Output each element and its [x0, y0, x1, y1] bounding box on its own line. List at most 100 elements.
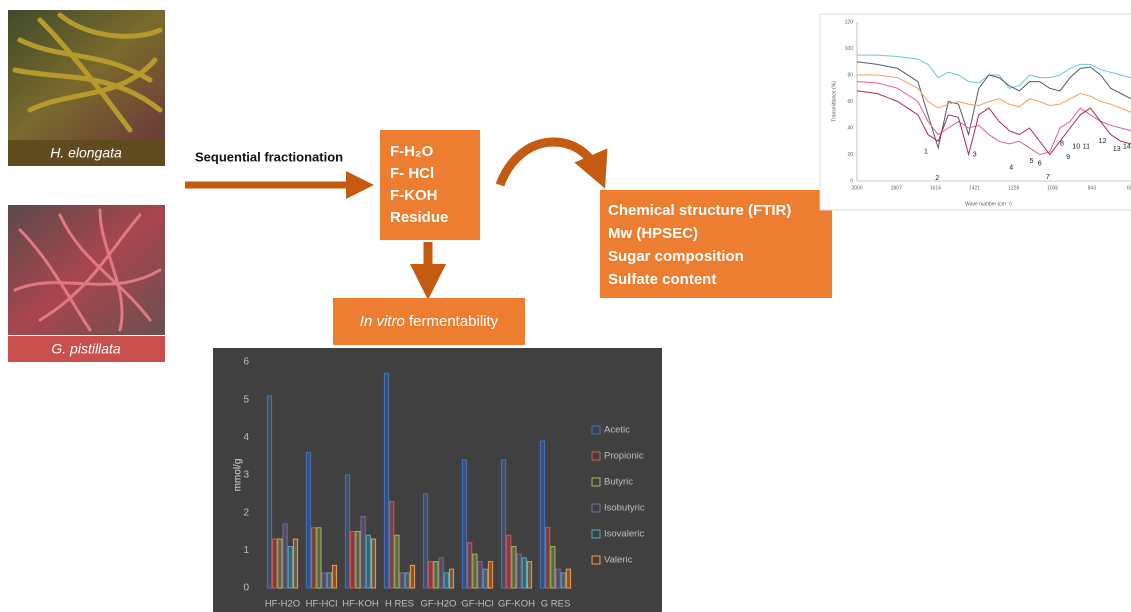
bar [517, 554, 521, 588]
x-tick-label: 843 [1088, 185, 1097, 191]
x-tick-label: 1036 [1047, 185, 1058, 191]
bar [473, 554, 477, 588]
bar [366, 535, 370, 588]
bar [449, 569, 453, 588]
bar [540, 441, 544, 588]
bar [522, 558, 526, 588]
legend-label: Butyric [604, 477, 633, 488]
y-axis-label: mmol/g [233, 459, 244, 492]
x-tick-label: 1228 [1008, 185, 1019, 191]
annotation: 11 [1083, 143, 1090, 150]
x-tick-label: G RES [541, 599, 571, 610]
bar [546, 528, 550, 588]
bar [551, 547, 555, 588]
process-label: Sequential fractionation [195, 149, 343, 164]
bar [527, 562, 531, 588]
bar [444, 573, 448, 588]
x-tick-label: 2000 [851, 185, 862, 191]
bar [423, 494, 427, 588]
sample-label: G. pistillata [51, 341, 120, 357]
annotation: 2 [935, 175, 939, 182]
bar [283, 524, 287, 588]
fraction: F-KOH [390, 187, 438, 204]
bar [356, 532, 360, 589]
bar [288, 547, 292, 588]
y-tick-label: 120 [845, 19, 854, 25]
y-tick-label: 20 [847, 152, 853, 158]
bar [439, 558, 443, 588]
bar [351, 532, 355, 589]
y-axis-label: Transmittance (%) [831, 81, 837, 122]
bar [317, 528, 321, 588]
bar [561, 573, 565, 588]
annotation: 1 [924, 149, 928, 156]
bar [361, 516, 365, 588]
annotation: 9 [1066, 154, 1070, 161]
bar [390, 501, 394, 588]
bar [405, 573, 409, 588]
bar [400, 573, 404, 588]
x-axis-label: Wave number (cm⁻¹) [965, 201, 1012, 207]
bar [512, 547, 516, 588]
y-tick-label: 80 [847, 72, 853, 78]
y-tick-label: 5 [243, 394, 249, 405]
x-tick-label: 1614 [930, 185, 941, 191]
sample-label: H. elongata [50, 145, 122, 161]
bar [332, 565, 336, 588]
x-tick-label: 1421 [969, 185, 980, 191]
x-tick-label: HF-HCl [306, 599, 338, 610]
x-tick-label: 650 [1127, 185, 1131, 191]
annotation: 10 [1072, 143, 1080, 150]
annotation: 7 [1046, 174, 1050, 181]
emphasis: In vitro [360, 313, 405, 330]
x-tick-label: GF-KOH [498, 599, 535, 610]
legend-label: Valeric [604, 555, 633, 566]
analysis: Mw (HPSEC) [608, 225, 698, 242]
legend-label: Isobutyric [604, 503, 645, 514]
bar [501, 460, 505, 588]
bar [371, 539, 375, 588]
bar [507, 535, 511, 588]
bar [566, 569, 570, 588]
annotation: 13 [1113, 146, 1121, 153]
legend-label: Propionic [604, 451, 644, 462]
bar [395, 535, 399, 588]
analysis: Sugar composition [608, 248, 744, 265]
annotation: 5 [1030, 158, 1034, 165]
x-tick-label: HF-H2O [265, 599, 300, 610]
annotation: 8 [1060, 141, 1064, 148]
x-tick-label: GF-HCl [461, 599, 493, 610]
analysis: Chemical structure (FTIR) [608, 202, 791, 219]
bar [488, 562, 492, 588]
y-tick-label: 4 [243, 432, 249, 443]
annotation: 6 [1038, 161, 1042, 168]
x-tick-label: GF-H2O [421, 599, 457, 610]
y-tick-label: 0 [850, 178, 853, 184]
page: H. elongata G. pistillata Sequential fra… [0, 0, 1131, 612]
photo [8, 205, 165, 335]
curved-arrow [500, 142, 598, 185]
y-tick-label: 100 [845, 46, 854, 52]
bar [384, 373, 388, 588]
legend-label: Acetic [604, 425, 630, 436]
bar [462, 460, 466, 588]
bar [556, 569, 560, 588]
bar [273, 539, 277, 588]
fraction: F- HCl [390, 165, 434, 182]
x-tick-label: 1807 [891, 185, 902, 191]
fermentability-label: In vitro fermentability [360, 313, 499, 330]
annotation: 12 [1099, 138, 1107, 145]
y-tick-label: 40 [847, 125, 853, 131]
y-tick-label: 1 [243, 545, 249, 556]
bar [483, 569, 487, 588]
bar [478, 562, 482, 588]
bar [278, 539, 282, 588]
bar [410, 565, 414, 588]
y-tick-label: 6 [243, 357, 249, 368]
bar [322, 573, 326, 588]
bar [327, 573, 331, 588]
annotation: 3 [973, 151, 977, 158]
y-tick-label: 2 [243, 507, 249, 518]
bar [429, 562, 433, 588]
text: fermentability [409, 313, 499, 330]
